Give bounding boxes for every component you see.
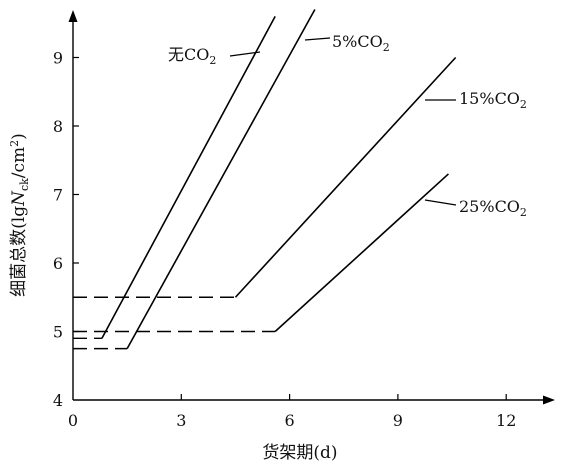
series-label-text: 15%CO2: [459, 89, 527, 111]
series-label-leader: [304, 37, 331, 41]
series-label-main: 5%CO: [332, 32, 383, 51]
x-axis-arrow: [543, 395, 555, 405]
y-tick-label: 4: [53, 391, 63, 410]
x-tick-label: 9: [393, 411, 403, 430]
series-label-sub: 2: [209, 54, 216, 67]
series-label-1: 5%CO2: [304, 32, 390, 54]
series-label-main: 无CO: [168, 45, 209, 64]
y-axis-label-sub: ck: [18, 178, 31, 191]
series-label-2: 15%CO2: [425, 89, 527, 111]
series-growth-line: [274, 173, 449, 333]
series-label-sub: 2: [383, 41, 390, 54]
y-tick-label: 5: [53, 323, 63, 342]
axes: [68, 10, 555, 405]
y-axis-label-sup: 2: [8, 140, 21, 147]
series-3: [73, 173, 449, 333]
y-axis-label-mid: /cm: [9, 147, 29, 178]
y-axis-label: 细菌总数(lgNck/cm2): [8, 133, 31, 297]
x-tick-label: 3: [176, 411, 186, 430]
series-label-main: 25%CO: [459, 197, 520, 216]
series-label-main: 15%CO: [459, 89, 520, 108]
y-tick-label: 6: [53, 254, 63, 273]
x-tick-label: 0: [68, 411, 78, 430]
x-tick-label: 12: [496, 411, 516, 430]
series-label-text: 5%CO2: [332, 32, 390, 54]
series-growth-line: [126, 9, 316, 350]
y-axis-arrow: [68, 10, 78, 22]
series-label-leader: [424, 199, 457, 206]
series-label-sub: 2: [520, 98, 527, 111]
series-1: [73, 9, 316, 350]
series-label-text: 25%CO2: [459, 197, 527, 219]
series-label-text: 无CO2: [168, 45, 216, 67]
y-tick-label: 7: [53, 186, 63, 205]
series-0: [73, 16, 276, 340]
y-axis-label-prefix: 细菌总数(lg: [9, 206, 29, 297]
x-tick-label: 6: [285, 411, 295, 430]
series-label-3: 25%CO2: [424, 197, 527, 219]
y-tick-label: 8: [53, 117, 63, 136]
series-growth-line: [234, 56, 457, 298]
y-tick-label: 9: [53, 49, 63, 68]
series-label-0: 无CO2: [168, 45, 261, 67]
y-axis-label-n: N: [9, 190, 29, 207]
y-axis-label-suffix: ): [9, 133, 29, 140]
x-axis-label: 货架期(d): [262, 443, 337, 463]
series-2: [73, 56, 457, 298]
series-label-sub: 2: [520, 206, 527, 219]
series-label-leader: [229, 51, 261, 57]
ticks: 0 3 6 9 12 4 5 6 7 8 9: [53, 49, 517, 431]
series-growth-line: [101, 16, 276, 339]
series: [73, 9, 457, 350]
